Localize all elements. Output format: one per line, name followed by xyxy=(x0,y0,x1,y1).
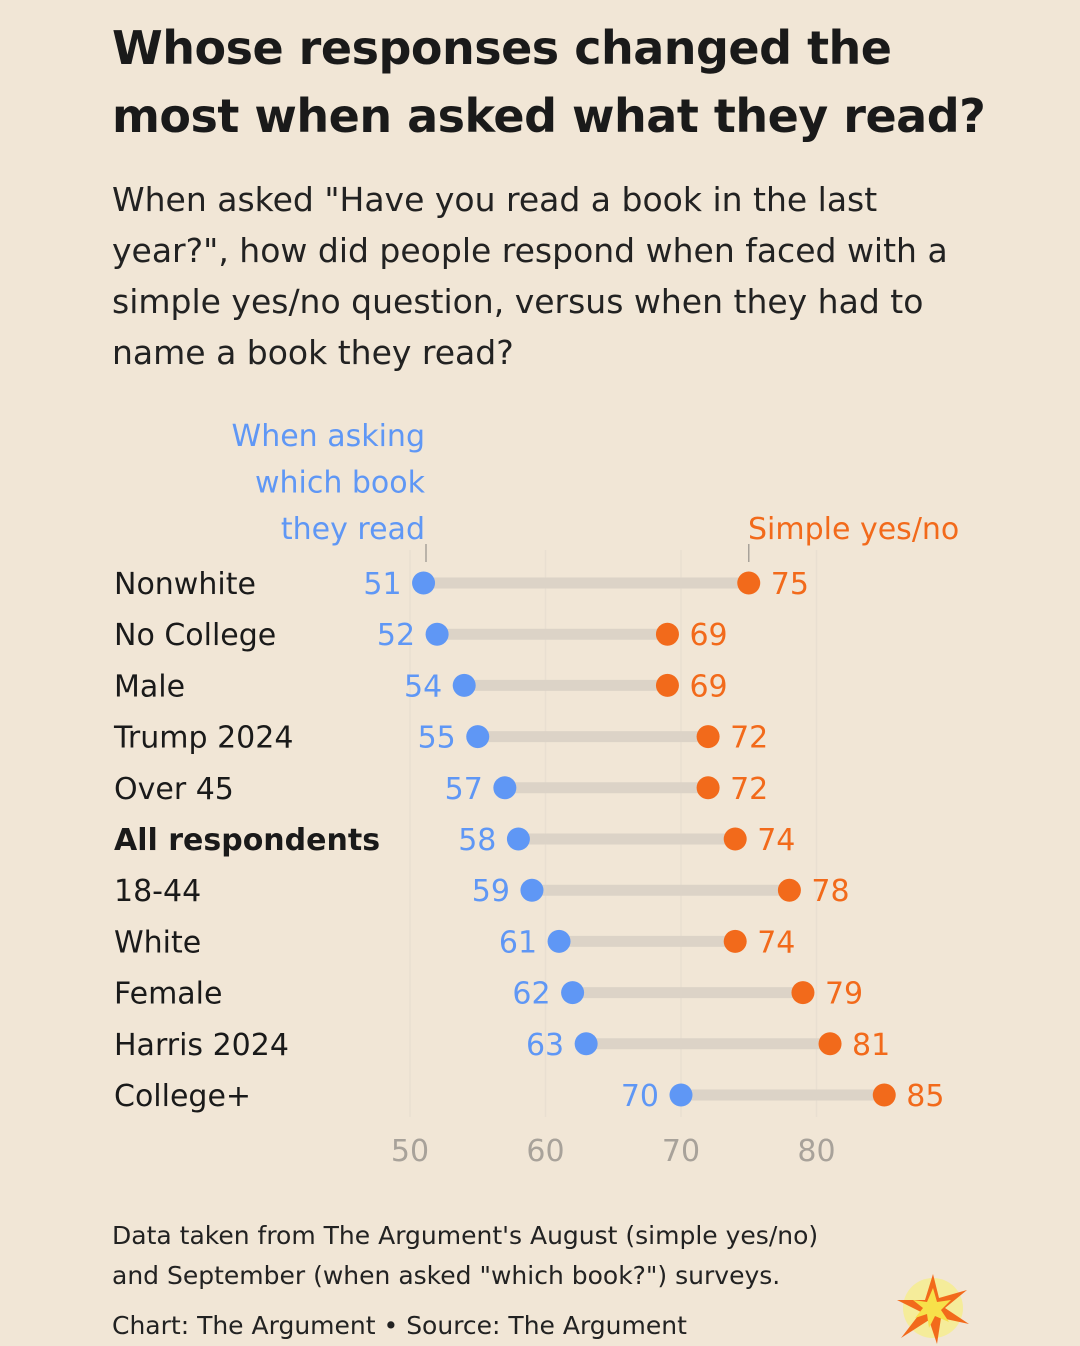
value-label-which-book: 52 xyxy=(377,618,415,653)
value-label-which-book: 58 xyxy=(458,823,496,858)
value-label-yes-no: 79 xyxy=(825,977,863,1012)
x-tick-label: 60 xyxy=(526,1134,564,1169)
x-tick-label: 50 xyxy=(391,1134,429,1169)
category-label: College+ xyxy=(114,1079,251,1114)
value-label-yes-no: 85 xyxy=(906,1079,944,1114)
series-label-yes-no: Simple yes/no xyxy=(748,512,959,547)
value-label-which-book: 62 xyxy=(512,977,550,1012)
dot-yes-no xyxy=(696,725,720,749)
dot-yes-no xyxy=(737,571,761,595)
dot-which-book xyxy=(493,776,517,800)
data-note-line-1: Data taken from The Argument's August (s… xyxy=(112,1221,819,1250)
category-label: Female xyxy=(114,977,222,1012)
value-label-yes-no: 81 xyxy=(852,1028,890,1063)
value-label-which-book: 59 xyxy=(472,874,510,909)
value-label-which-book: 57 xyxy=(445,772,483,807)
dot-which-book xyxy=(547,929,571,953)
series-label-which-book-line-2: which book xyxy=(255,466,426,501)
chart-title: Whose responses changed the most when as… xyxy=(112,21,986,143)
category-label: Nonwhite xyxy=(114,567,256,602)
value-label-which-book: 70 xyxy=(621,1079,659,1114)
category-label: All respondents xyxy=(114,823,380,858)
category-label: White xyxy=(114,925,201,960)
dot-which-book xyxy=(452,673,476,697)
value-label-yes-no: 75 xyxy=(771,567,809,602)
dot-yes-no xyxy=(655,673,679,697)
dot-yes-no xyxy=(696,776,720,800)
burst-logo xyxy=(897,1274,969,1344)
dot-which-book xyxy=(425,622,449,646)
value-label-which-book: 63 xyxy=(526,1028,564,1063)
dot-which-book xyxy=(466,725,490,749)
category-label: Harris 2024 xyxy=(114,1028,289,1063)
value-label-yes-no: 74 xyxy=(757,823,795,858)
dot-which-book xyxy=(561,981,585,1005)
x-tick-label: 80 xyxy=(797,1134,835,1169)
value-label-yes-no: 72 xyxy=(730,721,768,756)
dot-yes-no xyxy=(791,981,815,1005)
data-note-line-2: and September (when asked "which book?")… xyxy=(112,1261,781,1290)
dot-which-book xyxy=(520,878,544,902)
dot-which-book xyxy=(574,1032,598,1056)
dot-which-book xyxy=(669,1083,693,1107)
category-label: 18-44 xyxy=(114,874,201,909)
value-label-which-book: 55 xyxy=(418,721,456,756)
value-label-yes-no: 74 xyxy=(757,925,795,960)
dot-which-book xyxy=(412,571,436,595)
dot-yes-no xyxy=(723,929,747,953)
category-label: Male xyxy=(114,669,185,704)
value-label-yes-no: 69 xyxy=(689,669,727,704)
dot-yes-no xyxy=(872,1083,896,1107)
category-label: No College xyxy=(114,618,276,653)
value-label-which-book: 61 xyxy=(499,925,537,960)
dumbbell-chart: When asking which book they read Simple yes… xyxy=(113,419,959,1169)
value-label-yes-no: 69 xyxy=(689,618,727,653)
chart-subtitle: When asked "Have you read a book in the … xyxy=(112,180,948,372)
dot-yes-no xyxy=(777,878,801,902)
dot-yes-no xyxy=(818,1032,842,1056)
data-note: Data taken from The Argument's August (s… xyxy=(112,1216,1012,1296)
category-label: Over 45 xyxy=(114,772,234,807)
x-tick-label: 70 xyxy=(662,1134,700,1169)
dot-yes-no xyxy=(655,622,679,646)
category-label: Trump 2024 xyxy=(113,721,293,756)
value-label-which-book: 51 xyxy=(363,567,401,602)
value-label-yes-no: 72 xyxy=(730,772,768,807)
value-label-which-book: 54 xyxy=(404,669,442,704)
chart-credit: Chart: The Argument • Source: The Argume… xyxy=(112,1311,687,1340)
value-label-yes-no: 78 xyxy=(811,874,849,909)
dot-which-book xyxy=(506,827,530,851)
dot-yes-no xyxy=(723,827,747,851)
series-label-which-book-line-3: they read xyxy=(281,512,425,547)
series-label-which-book-line-1: When asking xyxy=(232,419,425,454)
